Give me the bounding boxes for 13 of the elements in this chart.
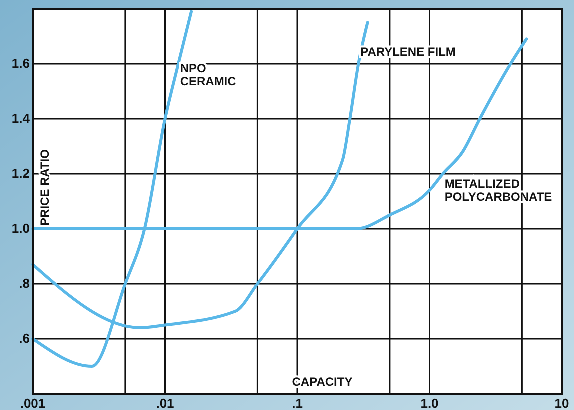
y-tick-label: 1.4 <box>12 111 31 126</box>
y-tick-label: 1.2 <box>12 166 30 182</box>
x-tick-label: 10 <box>554 396 570 410</box>
x-tick-label: .01 <box>156 396 174 410</box>
y-axis-title: PRICE RATIO <box>38 150 52 226</box>
y-tick-label: .8 <box>19 276 30 292</box>
y-tick-label: 1.6 <box>12 56 30 72</box>
x-tick-label: .1 <box>292 396 303 410</box>
y-tick-label: 1.0 <box>12 221 30 236</box>
series-label: NPO CERAMIC <box>180 61 237 88</box>
x-tick-label: 1.0 <box>420 396 439 410</box>
y-tick-label: .6 <box>19 331 30 346</box>
x-tick-label: .001 <box>20 396 46 410</box>
